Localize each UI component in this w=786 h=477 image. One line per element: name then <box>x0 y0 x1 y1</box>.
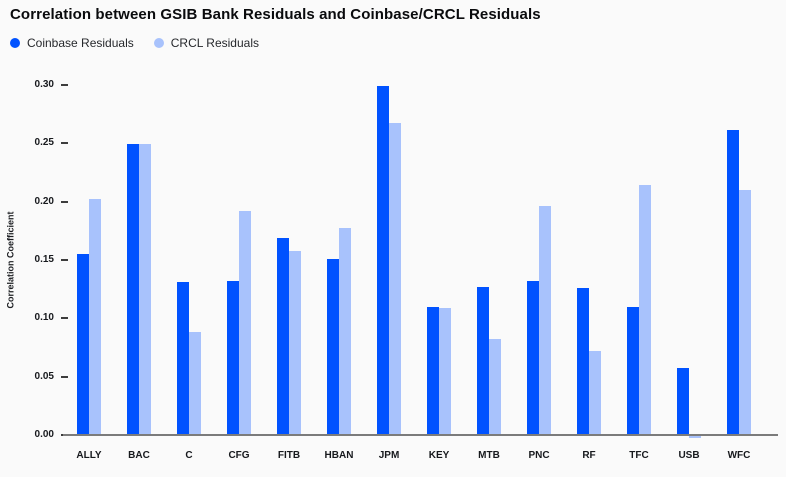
chart-title: Correlation between GSIB Bank Residuals … <box>10 6 541 23</box>
bar-fitb-crcl <box>289 251 301 435</box>
y-tick-label: 0.20 <box>34 195 54 207</box>
bar-key-coinbase <box>427 307 439 435</box>
x-tick-label-wfc: WFC <box>727 450 751 461</box>
chart-legend: Coinbase Residuals CRCL Residuals <box>10 36 259 50</box>
legend-label-coinbase: Coinbase Residuals <box>27 36 134 50</box>
bar-key-crcl <box>439 308 451 435</box>
bar-wfc-crcl <box>739 190 751 435</box>
bar-bac-coinbase <box>127 144 139 435</box>
bar-rf-crcl <box>589 351 601 435</box>
x-tick-label-jpm: JPM <box>378 450 400 461</box>
y-tick-label: 0.00 <box>34 429 54 440</box>
bar-bac-crcl <box>139 144 151 435</box>
x-tick-label-mtb: MTB <box>478 450 500 461</box>
y-tick-mark <box>61 259 68 261</box>
bar-jpm-crcl <box>389 123 401 435</box>
bar-hban-crcl <box>339 228 351 435</box>
bar-rf-coinbase <box>577 288 589 435</box>
x-tick-label-ally: ALLY <box>76 450 102 461</box>
bar-c-crcl <box>189 332 201 435</box>
bar-wfc-coinbase <box>727 130 739 435</box>
x-tick-label-hban: HBAN <box>324 450 354 461</box>
bar-mtb-coinbase <box>477 287 489 435</box>
y-tick-label: 0.25 <box>34 137 54 149</box>
y-tick-mark <box>61 375 68 378</box>
x-tick-label-c: C <box>185 450 193 461</box>
x-tick-label-cfg: CFG <box>228 450 250 461</box>
y-tick-label: 0.15 <box>34 254 54 265</box>
bar-pnc-crcl <box>539 206 551 435</box>
y-axis-title: Correlation Coefficient <box>5 211 16 309</box>
y-tick-mark <box>61 317 68 320</box>
x-tick-label-key: KEY <box>428 450 450 461</box>
bar-hban-coinbase <box>327 259 339 435</box>
bar-usb-crcl <box>689 436 701 438</box>
y-tick-label: 0.30 <box>34 79 54 90</box>
x-tick-label-tfc: TFC <box>629 450 649 461</box>
y-tick-label: 0.05 <box>34 370 54 382</box>
bar-ally-coinbase <box>77 254 89 435</box>
legend-item-crcl: CRCL Residuals <box>153 36 259 50</box>
legend-item-coinbase: Coinbase Residuals <box>10 36 134 50</box>
bar-jpm-coinbase <box>377 86 389 435</box>
coinbase-series-dot-icon <box>10 38 20 48</box>
y-tick-mark <box>61 84 68 86</box>
x-tick-label-bac: BAC <box>128 450 150 461</box>
bar-ally-crcl <box>89 199 101 435</box>
x-tick-label-usb: USB <box>678 450 700 461</box>
legend-label-crcl: CRCL Residuals <box>170 36 259 50</box>
y-tick-mark <box>61 142 68 145</box>
y-tick-mark <box>61 200 68 203</box>
bar-pnc-coinbase <box>527 281 539 435</box>
bar-tfc-coinbase <box>627 307 639 435</box>
x-tick-label-fitb: FITB <box>277 450 301 461</box>
x-tick-label-pnc: PNC <box>528 450 550 461</box>
bar-cfg-coinbase <box>227 281 239 435</box>
bar-cfg-crcl <box>239 211 251 435</box>
bar-fitb-coinbase <box>277 238 289 435</box>
x-tick-label-rf: RF <box>582 450 596 461</box>
y-tick-label: 0.10 <box>34 312 54 324</box>
bar-c-coinbase <box>177 282 189 435</box>
crcl-series-dot-icon <box>153 38 164 48</box>
bar-tfc-crcl <box>639 185 651 435</box>
bar-mtb-crcl <box>489 339 501 435</box>
x-axis-line <box>63 434 778 436</box>
bar-usb-coinbase <box>677 368 689 435</box>
